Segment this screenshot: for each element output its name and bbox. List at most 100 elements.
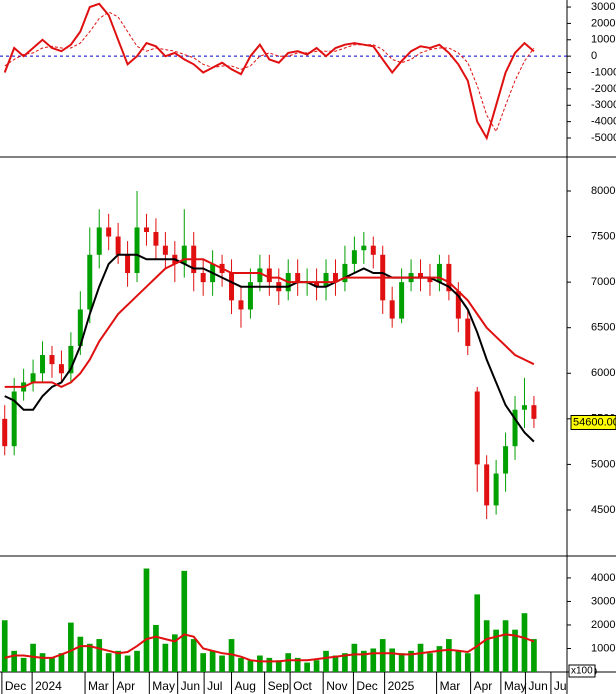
candle-body [134, 227, 140, 274]
y-tick-label: 40000 [591, 572, 616, 584]
x-tick-label: Dec [5, 679, 26, 693]
volume-bar [285, 653, 292, 672]
candle-body [115, 236, 121, 255]
candle-body [125, 254, 131, 274]
volume-bar [294, 657, 301, 672]
volume-bar [105, 653, 112, 672]
x-tick-label: Sep [268, 679, 290, 693]
volume-bar [531, 639, 537, 672]
volume-bar [58, 653, 65, 672]
volume-bar [20, 657, 27, 672]
line-series [4, 633, 535, 663]
volume-bar [427, 653, 433, 672]
volume-bar [332, 655, 339, 672]
candle-body [493, 473, 499, 506]
candle-body [512, 409, 518, 447]
volume-bar [304, 662, 310, 672]
candle-body [247, 282, 253, 310]
candle-body [143, 227, 149, 233]
candle-body [181, 245, 187, 264]
candle-body [96, 227, 102, 255]
candle-body [58, 364, 64, 374]
candle-body [418, 273, 424, 278]
volume-bar [521, 613, 528, 672]
volume-bar [181, 570, 188, 672]
x-tick-label: May [504, 679, 527, 693]
y-tick-label: 65000 [591, 322, 616, 334]
candle-body [238, 300, 244, 310]
candle-body [257, 268, 263, 283]
y-tick-label: -3000 [591, 99, 616, 111]
volume-bar [30, 643, 36, 672]
candle-body [30, 373, 36, 383]
volume-bar [313, 660, 320, 672]
volume-bar [342, 653, 348, 672]
candle-body [106, 227, 112, 237]
volume-bar [455, 650, 462, 672]
volume-bar [323, 650, 329, 672]
volume-bar [370, 648, 377, 672]
volume-bar [351, 643, 358, 672]
volume-bar [379, 639, 386, 672]
y-tick-label: 70000 [591, 276, 616, 288]
x-tick-label: Jun [528, 679, 547, 693]
candle-body [323, 273, 329, 287]
x-tick-label: Dec [356, 679, 377, 693]
candle-body [266, 268, 272, 283]
volume-bar [209, 650, 216, 672]
volume-bar [247, 660, 254, 672]
candle-body [446, 263, 452, 292]
volume-bar [228, 639, 235, 672]
volume-bar [134, 650, 140, 672]
volume-bar [398, 653, 405, 672]
y-tick-label: 20000 [591, 619, 616, 631]
candle-body [455, 291, 461, 319]
x-tick-label: 2025 [388, 679, 415, 693]
volume-bar [266, 657, 273, 672]
candle-body [77, 309, 83, 346]
x-tick-label: Apr [116, 679, 135, 693]
volume-bar [360, 650, 367, 672]
line-series [4, 253, 535, 443]
x-tick-label: Mar [88, 679, 109, 693]
volume-bar [153, 624, 159, 672]
volume-bar [512, 629, 518, 672]
candle-body [68, 345, 74, 374]
candle-body [399, 282, 405, 319]
candle-body [351, 250, 357, 264]
volume-bar [474, 594, 481, 672]
candle-body [361, 245, 367, 251]
volume-bar [96, 639, 103, 672]
volume-bar [86, 643, 93, 672]
y-tick-label: 1000 [591, 34, 615, 46]
candle-body [332, 273, 338, 283]
candle-body [436, 263, 442, 283]
line-series [4, 11, 535, 133]
x-tick-label: Jul [207, 679, 222, 693]
candle-body [484, 464, 490, 506]
candle-body [503, 446, 509, 474]
candle-body [465, 318, 471, 346]
candle-body [370, 245, 376, 255]
candle-body [40, 355, 46, 374]
last-price-label: 54600.00 [573, 416, 616, 428]
candle-body [521, 405, 527, 410]
y-tick-label: 0 [591, 50, 597, 62]
candle-body [427, 277, 433, 283]
x-tick-label: May [152, 679, 175, 693]
volume-bar [417, 643, 424, 672]
candle-body [2, 418, 8, 447]
volume-bar [77, 636, 84, 672]
volume-bar [502, 620, 509, 672]
y-tick-label: -5000 [591, 132, 616, 144]
volume-bar [39, 653, 46, 672]
candle-body [87, 254, 93, 310]
y-tick-label: -4000 [591, 116, 616, 128]
volume-bar [436, 646, 443, 672]
volume-bar [11, 650, 18, 672]
volume-bar [219, 655, 225, 672]
volume-bar [190, 639, 197, 672]
y-tick-label: 60000 [591, 367, 616, 379]
